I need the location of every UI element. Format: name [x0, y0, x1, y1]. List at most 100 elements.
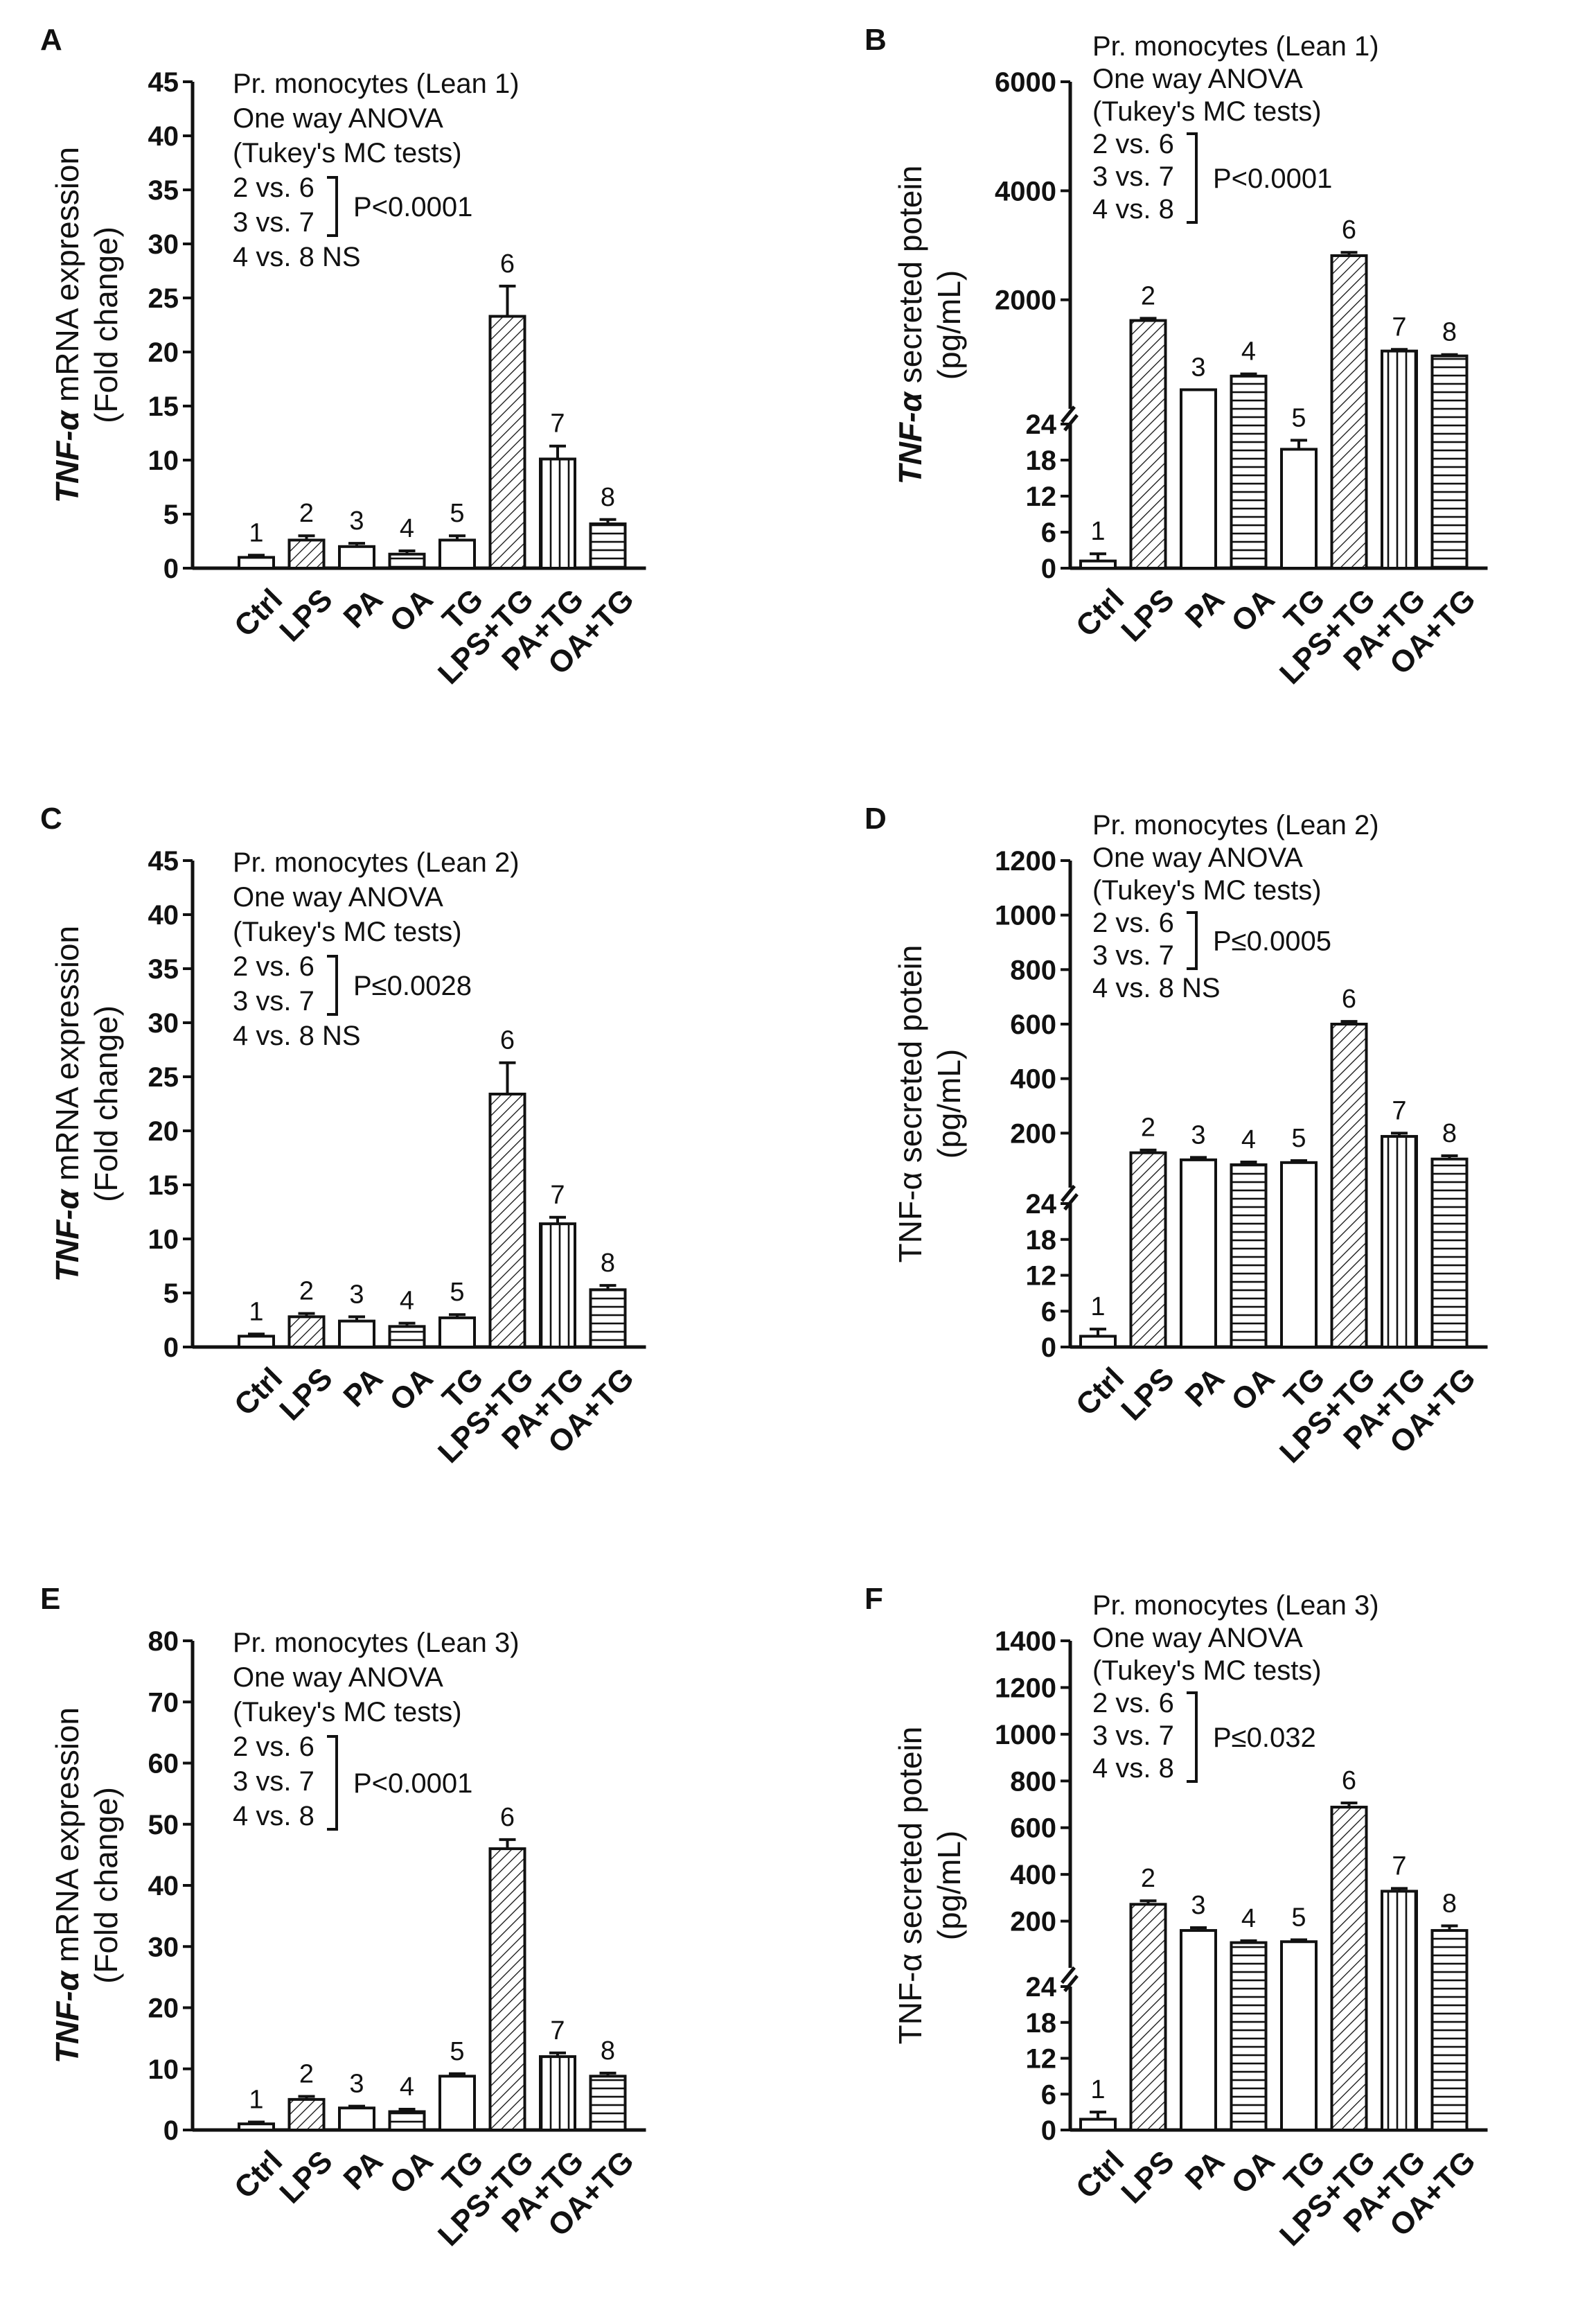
bar-pa-tg: [1381, 349, 1418, 570]
bar-number-label: 4: [1241, 337, 1256, 367]
y-tick-label: 0: [163, 2115, 179, 2146]
comparison-label: 3 vs. 7: [233, 207, 314, 238]
x-tick-label: PA: [1179, 582, 1232, 635]
y-axis-label-unit: (pg/mL): [931, 1049, 967, 1159]
comparison-label: 3 vs. 7: [1092, 161, 1174, 192]
y-tick-label: 35: [148, 954, 179, 985]
bar-lps-tg: [488, 1092, 526, 1348]
bar-number-label: 2: [299, 1277, 314, 1306]
x-tick-label: Ctrl: [228, 2144, 289, 2205]
comparison-label: 2 vs. 6: [1092, 1688, 1174, 1718]
bar-number-label: 8: [1442, 1119, 1457, 1148]
y-tick-label: 6: [1041, 2079, 1056, 2110]
axis-break-mark: [1063, 1974, 1079, 1993]
comparison-label: 3 vs. 7: [233, 986, 314, 1016]
x-tick-label: OA: [383, 1361, 439, 1417]
comparison-bracket: [1187, 1691, 1198, 1783]
comparison-bracket: [1187, 911, 1198, 970]
comparison-label: 4 vs. 8: [1092, 1753, 1174, 1784]
panel-label: D: [864, 802, 887, 836]
annotation-line: Pr. monocytes (Lean 3): [233, 1628, 520, 1658]
y-tick-label: 18: [1026, 446, 1057, 476]
bar-number-label: 6: [1342, 215, 1356, 245]
x-tick-label: OA: [1225, 1361, 1281, 1417]
comparison-label: 2 vs. 6: [233, 1732, 314, 1762]
y-tick-label: 200: [1010, 1907, 1056, 1937]
y-tick-label: 600: [1010, 1010, 1056, 1040]
bar-number-label: 7: [1392, 1851, 1406, 1881]
y-axis-label-unit: (Fold change): [88, 1005, 124, 1202]
y-tick-label: 5: [163, 1278, 179, 1309]
bar-ctrl: [1079, 1335, 1117, 1348]
y-axis-label-gene: TNF-α: [49, 1188, 85, 1282]
y-tick-label: 12: [1026, 1261, 1057, 1292]
bar-number-label: 8: [601, 1249, 615, 1278]
y-axis-label: TNF-α secreted potein: [892, 945, 928, 1263]
panel-label: E: [40, 1582, 60, 1616]
bar-number-label: 5: [1291, 1124, 1306, 1153]
bar-lps: [1129, 1151, 1167, 1348]
bar-number-label: 5: [450, 499, 464, 528]
y-tick-label: 1200: [995, 846, 1056, 877]
y-axis-label-text: TNF-α secreted potein: [892, 945, 928, 1263]
comparison-label: 4 vs. 8: [1092, 194, 1174, 225]
x-tick-label: LPS: [273, 582, 339, 648]
bar-number-label: 2: [299, 499, 314, 528]
bar-number-label: 7: [1392, 313, 1406, 342]
bar-lps-tg: [1330, 254, 1368, 570]
bar-oa: [388, 552, 426, 570]
bar-pa-tg: [1381, 1890, 1418, 2132]
comparison-bracket: [327, 176, 338, 237]
bar-oa-tg: [589, 1288, 627, 1348]
y-tick-label: 0: [1041, 2115, 1056, 2146]
bar-number-label: 8: [601, 483, 615, 512]
comparison-label: 4 vs. 8 NS: [1092, 973, 1221, 1003]
y-tick-label: 10: [148, 1224, 179, 1255]
bar-number-label: 1: [249, 1297, 263, 1326]
bar-oa: [1230, 1163, 1268, 1348]
bar-lps: [1129, 319, 1167, 570]
annotation-line: Pr. monocytes (Lean 2): [1092, 810, 1379, 840]
x-tick-label: PA: [337, 1361, 390, 1414]
y-tick-label: 20: [148, 1993, 179, 2024]
x-tick-label: OA: [383, 2144, 439, 2200]
y-tick-label: 12: [1026, 2044, 1057, 2075]
y-axis-label-unit: (Fold change): [88, 1787, 124, 1984]
axis-break-mark: [1061, 405, 1076, 423]
y-axis-label-text: mRNA expression: [49, 147, 85, 411]
y-axis-label: TNF-α mRNA expression: [49, 1707, 85, 2063]
y-tick-label: 18: [1026, 1225, 1057, 1256]
y-tick-label: 400: [1010, 1860, 1056, 1890]
p-value-label: P≤0.032: [1213, 1723, 1316, 1753]
bar-number-label: 4: [400, 2072, 414, 2102]
annotation-line: One way ANOVA: [1092, 1623, 1303, 1653]
y-tick-label: 0: [163, 554, 179, 584]
annotation-line: (Tukey's MC tests): [1092, 875, 1322, 906]
bar-number-label: 5: [450, 2037, 464, 2066]
y-tick-label: 800: [1010, 955, 1056, 985]
bar-pa-tg: [1381, 1135, 1418, 1348]
x-tick-label: LPS: [1115, 582, 1180, 648]
y-tick-label: 80: [148, 1626, 179, 1657]
y-tick-label: 25: [148, 283, 179, 314]
bar-oa: [1230, 374, 1268, 570]
y-axis-label: TNF-α secreted potein: [892, 1727, 928, 2045]
bar-number-label: 5: [1291, 403, 1306, 432]
annotation-line: (Tukey's MC tests): [1092, 96, 1322, 127]
y-tick-label: 30: [148, 1932, 179, 1962]
annotation-line: (Tukey's MC tests): [233, 917, 462, 947]
y-tick-label: 30: [148, 229, 179, 260]
y-tick-label: 4000: [995, 176, 1056, 206]
y-tick-label: 40: [148, 1871, 179, 1901]
y-tick-label: 1200: [995, 1673, 1056, 1703]
y-axis-label-gene: TNF-α: [49, 1969, 85, 2063]
y-tick-label: 20: [148, 337, 179, 368]
bar-number-label: 4: [1241, 1125, 1256, 1154]
y-tick-label: 600: [1010, 1813, 1056, 1844]
p-value-label: P<0.0001: [353, 192, 472, 222]
x-tick-label: OA: [1225, 2144, 1281, 2200]
bar-number-label: 3: [1191, 1891, 1205, 1920]
